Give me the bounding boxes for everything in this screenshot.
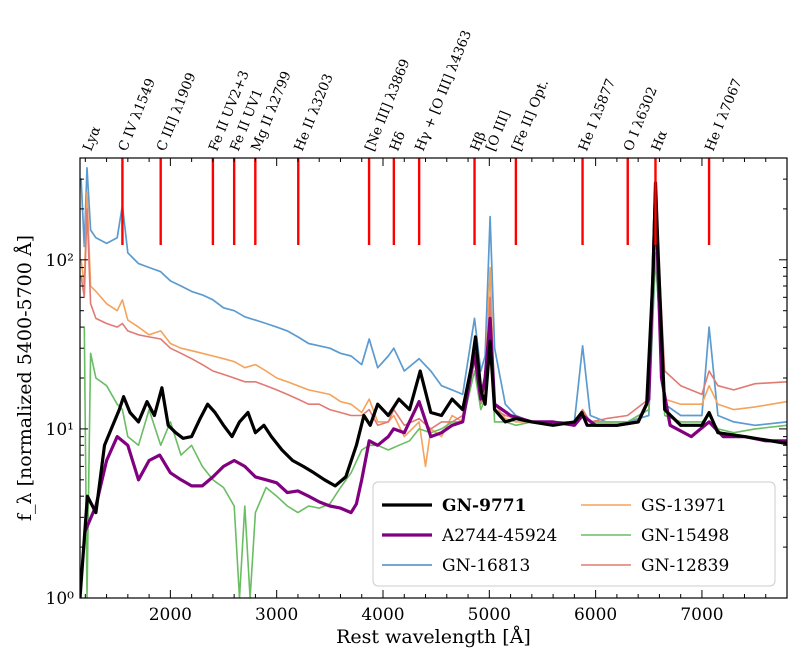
x-tick-label: 3000 xyxy=(255,605,298,625)
y-tick-labels: 10⁰ 10¹ 10² xyxy=(46,251,75,609)
legend-label-gn-9771: GN-9771 xyxy=(442,496,526,516)
line-label-h: Hα xyxy=(648,128,671,153)
series-line-gn-9771 xyxy=(80,181,787,598)
legend-label-gn-15498: GN-15498 xyxy=(641,526,729,546)
x-tick-label: 6000 xyxy=(574,605,617,625)
axis-ticks xyxy=(80,158,788,599)
legend-label-gn-16813: GN-16813 xyxy=(442,556,530,576)
line-label-c-iii-1909: C III] λ1909 xyxy=(154,70,200,153)
line-label-ly: Lyα xyxy=(80,124,104,154)
x-axis-title: Rest wavelength [Å] xyxy=(336,626,531,648)
line-label-he-ii-3203: He II λ3203 xyxy=(291,72,337,154)
legend-label-gn-12839: GN-12839 xyxy=(641,556,729,576)
y-tick-label: 10⁰ xyxy=(46,589,75,609)
legend-label-gs-13971: GS-13971 xyxy=(641,496,727,516)
x-tick-label: 7000 xyxy=(680,605,723,625)
y-tick-label: 10¹ xyxy=(46,420,74,440)
x-tick-label: 4000 xyxy=(361,605,404,625)
x-tick-label: 2000 xyxy=(149,605,192,625)
y-axis-title: f_λ [normalized 5400-5700 Å] xyxy=(14,235,36,521)
series-line-gn-12839 xyxy=(80,197,787,430)
line-label-h-o-iii-4363: Hγ + [O III] λ4363 xyxy=(412,28,475,153)
emission-line-markers xyxy=(121,158,711,245)
legend-label-a2744-45924: A2744-45924 xyxy=(441,526,557,546)
line-label-h: Hδ xyxy=(387,129,409,153)
legend: GN-9771 A2744-45924 GN-16813 GS-13971 GN-154… xyxy=(372,481,776,587)
x-tick-labels: 2000 3000 4000 5000 6000 7000 xyxy=(149,605,724,625)
line-label-c-iv-1549: C IV λ1549 xyxy=(115,76,159,153)
series-line-a2744-45924 xyxy=(83,189,787,533)
x-tick-label: 5000 xyxy=(468,605,511,625)
line-label-h: Hβ xyxy=(467,129,489,153)
y-tick-label: 10² xyxy=(46,251,74,271)
line-label-he-i-7067: He I λ7067 xyxy=(702,76,746,153)
legend-box xyxy=(372,481,776,587)
line-label-he-i-5877: He I λ5877 xyxy=(575,76,619,153)
spectra-series-layer xyxy=(80,166,787,598)
line-label-fe-ii-opt: [Fe II] Opt. xyxy=(509,77,552,153)
